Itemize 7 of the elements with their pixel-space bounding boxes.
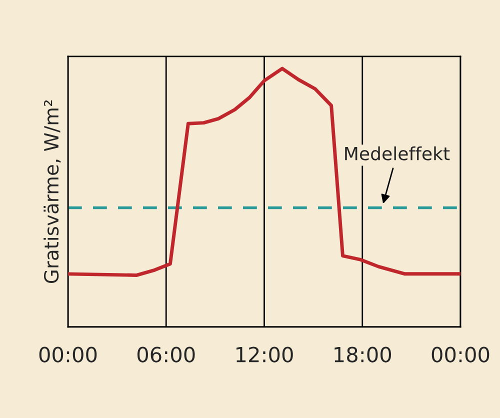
x-tick-label: 12:00 bbox=[236, 346, 293, 362]
x-tick-label: 18:00 bbox=[334, 346, 392, 362]
x-tick-label: 06:00 bbox=[137, 346, 195, 362]
x-tick-label: 00:00 bbox=[432, 346, 490, 362]
x-tick-label: 00:00 bbox=[39, 346, 97, 362]
annotation: Medeleffekt bbox=[345, 146, 450, 160]
y-axis-title: Gratisvärme, W/m² bbox=[44, 100, 61, 284]
